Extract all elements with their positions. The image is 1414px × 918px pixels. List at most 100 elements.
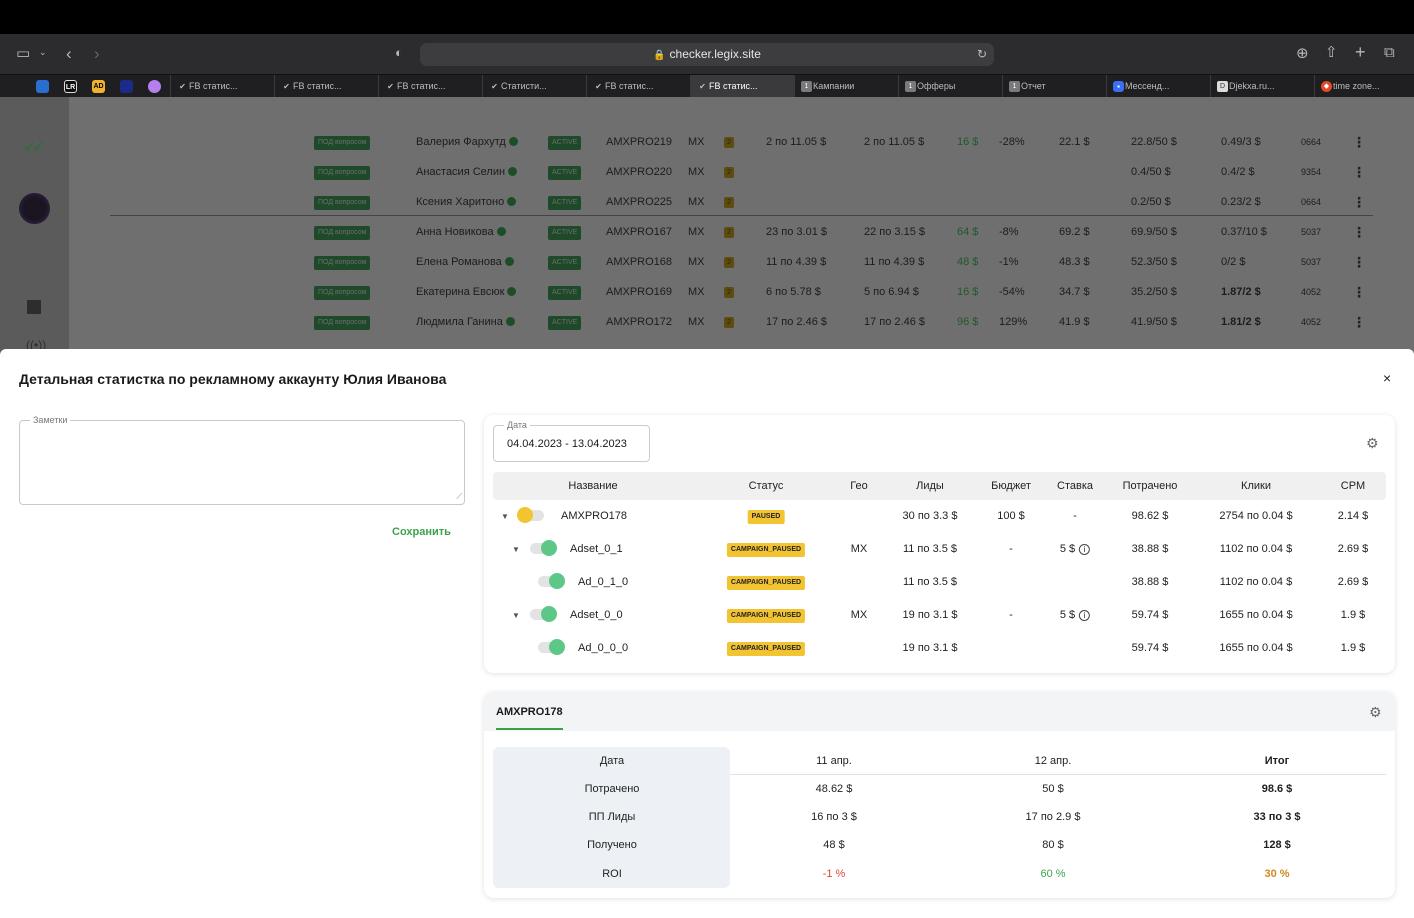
stats-header-cell: 12 апр.: [1034, 755, 1072, 767]
broadcast-icon[interactable]: ((•)): [26, 338, 47, 352]
more-menu-icon[interactable]: ⋮: [1352, 224, 1366, 240]
active-tab-indicator: [496, 728, 563, 730]
status-badge: ACTIVE: [548, 196, 582, 210]
count-badge: 2: [724, 167, 734, 178]
expand-caret-icon[interactable]: ▼: [512, 611, 520, 620]
pinned-tab[interactable]: LR: [64, 80, 77, 93]
cell-clicks: 1655 по 0.04 $: [1219, 632, 1292, 665]
reload-icon[interactable]: ↻: [976, 47, 987, 61]
geo: MX: [688, 316, 705, 328]
browser-tab[interactable]: ✔ Статисти...: [482, 75, 586, 98]
question-badge: ПОД вопросом: [314, 196, 371, 210]
browser-tab[interactable]: ✔ FB статис...: [378, 75, 482, 98]
sidebar-toggle-icon[interactable]: ▭: [16, 45, 31, 62]
status-toggle[interactable]: [530, 540, 557, 556]
status-toggle[interactable]: [530, 606, 557, 622]
campaign-row[interactable]: Ad_0_0_0 CAMPAIGN_PAUSED 19 по 3.1 $ 59.74 …: [484, 632, 1395, 665]
browser-tab[interactable]: 1 Офферы: [898, 75, 1002, 98]
pinned-tab[interactable]: [148, 80, 161, 93]
more-menu-icon[interactable]: ⋮: [1352, 314, 1366, 330]
cell-spent: 59.74 $: [1132, 632, 1169, 665]
owner-name-text: Анна Новикова: [416, 226, 494, 238]
campaign-row[interactable]: ▼ Adset_0_0 CAMPAIGN_PAUSED MX 19 по 3.1 $ - 5…: [484, 599, 1395, 632]
cell-f: 0.2/50 $: [1131, 196, 1171, 208]
browser-tab[interactable]: ✔ FB статис...: [170, 75, 274, 98]
browser-tab[interactable]: ✔ FB статис...: [586, 75, 690, 98]
address-bar[interactable]: 🔒 checker.legix.site ↻: [420, 43, 994, 66]
more-menu-icon[interactable]: ⋮: [1352, 284, 1366, 300]
toggle-knob: [517, 507, 533, 523]
column-header: CPM: [1340, 480, 1366, 492]
cell-d: -8%: [999, 226, 1019, 238]
stats-cell-total: 98.6 $: [1261, 783, 1293, 795]
share-icon[interactable]: ⇧: [1325, 44, 1338, 61]
cell-e: 34.7 $: [1059, 286, 1090, 298]
browser-tab[interactable]: 1 Кампании: [794, 75, 898, 98]
more-menu-icon[interactable]: ⋮: [1352, 164, 1366, 180]
owner-name-text: Екатерина Евсюк: [416, 286, 505, 298]
browser-tab[interactable]: ▪ Мессенд...: [1106, 75, 1210, 98]
pinned-tab[interactable]: [36, 80, 49, 93]
table-row[interactable]: ПОД вопросом Ксения Харитоно ACTIVE AMXPRO2…: [0, 187, 1414, 217]
back-icon[interactable]: ‹: [66, 44, 72, 63]
info-icon[interactable]: i: [1079, 610, 1091, 621]
info-icon[interactable]: i: [1079, 544, 1091, 555]
stats-cell-total: 33 по 3 $: [1253, 811, 1301, 823]
save-button[interactable]: Сохранить: [392, 526, 451, 538]
table-row[interactable]: ПОД вопросом Людмила Ганина ACTIVE AMXPRO17…: [0, 307, 1414, 337]
table-row[interactable]: ПОД вопросом Елена Романова ACTIVE AMXPRO16…: [0, 247, 1414, 277]
avatar[interactable]: [19, 193, 50, 224]
more-menu-icon[interactable]: ⋮: [1352, 134, 1366, 150]
dj-icon: D: [1217, 81, 1228, 92]
table-row[interactable]: ПОД вопросом Анна Новикова ACTIVE AMXPRO167…: [0, 217, 1414, 247]
tab-amxpro178[interactable]: AMXPRO178: [496, 706, 563, 718]
stats-header-cell: Дата: [599, 755, 625, 767]
pinned-tab[interactable]: AD: [92, 80, 105, 93]
browser-tab[interactable]: ✔ FB статис...: [274, 75, 378, 98]
cell-h: 5037: [1301, 227, 1322, 237]
dashboard-icon[interactable]: [27, 300, 41, 314]
tab-overview-icon[interactable]: ⧉: [1384, 44, 1395, 61]
downloads-icon[interactable]: ⊕: [1296, 45, 1309, 62]
chevron-down-icon[interactable]: ⌄: [39, 47, 47, 57]
browser-tab[interactable]: 1 Отчет: [1002, 75, 1106, 98]
more-menu-icon[interactable]: ⋮: [1352, 194, 1366, 210]
browser-tab[interactable]: ✔ FB статис...: [690, 75, 794, 98]
close-button[interactable]: ×: [1383, 370, 1392, 386]
pinned-tab[interactable]: [120, 80, 133, 93]
table-row[interactable]: ПОД вопросом Анастасия Селин ACTIVE AMXPRO2…: [0, 157, 1414, 187]
row-name: AMXPRO178: [561, 510, 628, 522]
browser-tab-label: Мессенд...: [1125, 81, 1170, 91]
lock-icon: 🔒: [653, 50, 666, 61]
gear-icon[interactable]: ⚙: [1366, 435, 1379, 451]
new-tab-icon[interactable]: +: [1355, 42, 1366, 62]
notes-field[interactable]: Заметки ⟋: [19, 415, 465, 505]
campaign-row[interactable]: Ad_0_1_0 CAMPAIGN_PAUSED 11 по 3.5 $ 38.88 …: [484, 566, 1395, 599]
campaign-row[interactable]: ▼ AMXPRO178 PAUSED 30 по 3.3 $ 100 $ - 98.62 $…: [484, 500, 1395, 533]
forward-icon[interactable]: ›: [94, 44, 100, 63]
online-status-icon: [507, 287, 517, 296]
status-toggle[interactable]: [538, 639, 565, 655]
more-menu-icon[interactable]: ⋮: [1352, 254, 1366, 270]
status-toggle[interactable]: [538, 573, 565, 589]
geo: MX: [688, 196, 705, 208]
notes-label: Заметки: [30, 415, 71, 425]
privacy-shield-icon[interactable]: ◐: [395, 45, 403, 60]
geo: MX: [688, 166, 705, 178]
browser-tab[interactable]: ◆ time zone...: [1314, 75, 1414, 98]
table-row[interactable]: ПОД вопросом Валерия Фархутд ACTIVE AMXPRO2…: [0, 127, 1414, 157]
cell-h: 4052: [1301, 287, 1322, 297]
resize-handle-icon[interactable]: ⟋: [456, 492, 462, 501]
account-code: AMXPRO168: [606, 256, 673, 268]
date-range-field[interactable]: Дата 04.04.2023 - 13.04.2023: [493, 420, 650, 462]
status-toggle[interactable]: [517, 507, 544, 523]
browser-tab[interactable]: D Djekxa.ru...: [1210, 75, 1314, 98]
table-row[interactable]: ПОД вопросом Екатерина Евсюк ACTIVE AMXPRO1…: [0, 277, 1414, 307]
expand-caret-icon[interactable]: ▼: [512, 545, 520, 554]
browser-tab-label: FB статис...: [605, 81, 654, 91]
cell-cpm: 1.9 $: [1341, 632, 1365, 665]
expand-caret-icon[interactable]: ▼: [501, 512, 509, 521]
campaign-row[interactable]: ▼ Adset_0_1 CAMPAIGN_PAUSED MX 11 по 3.5 $ - 5…: [484, 533, 1395, 566]
question-badge: ПОД вопросом: [314, 286, 371, 300]
gear-icon[interactable]: ⚙: [1369, 704, 1382, 720]
